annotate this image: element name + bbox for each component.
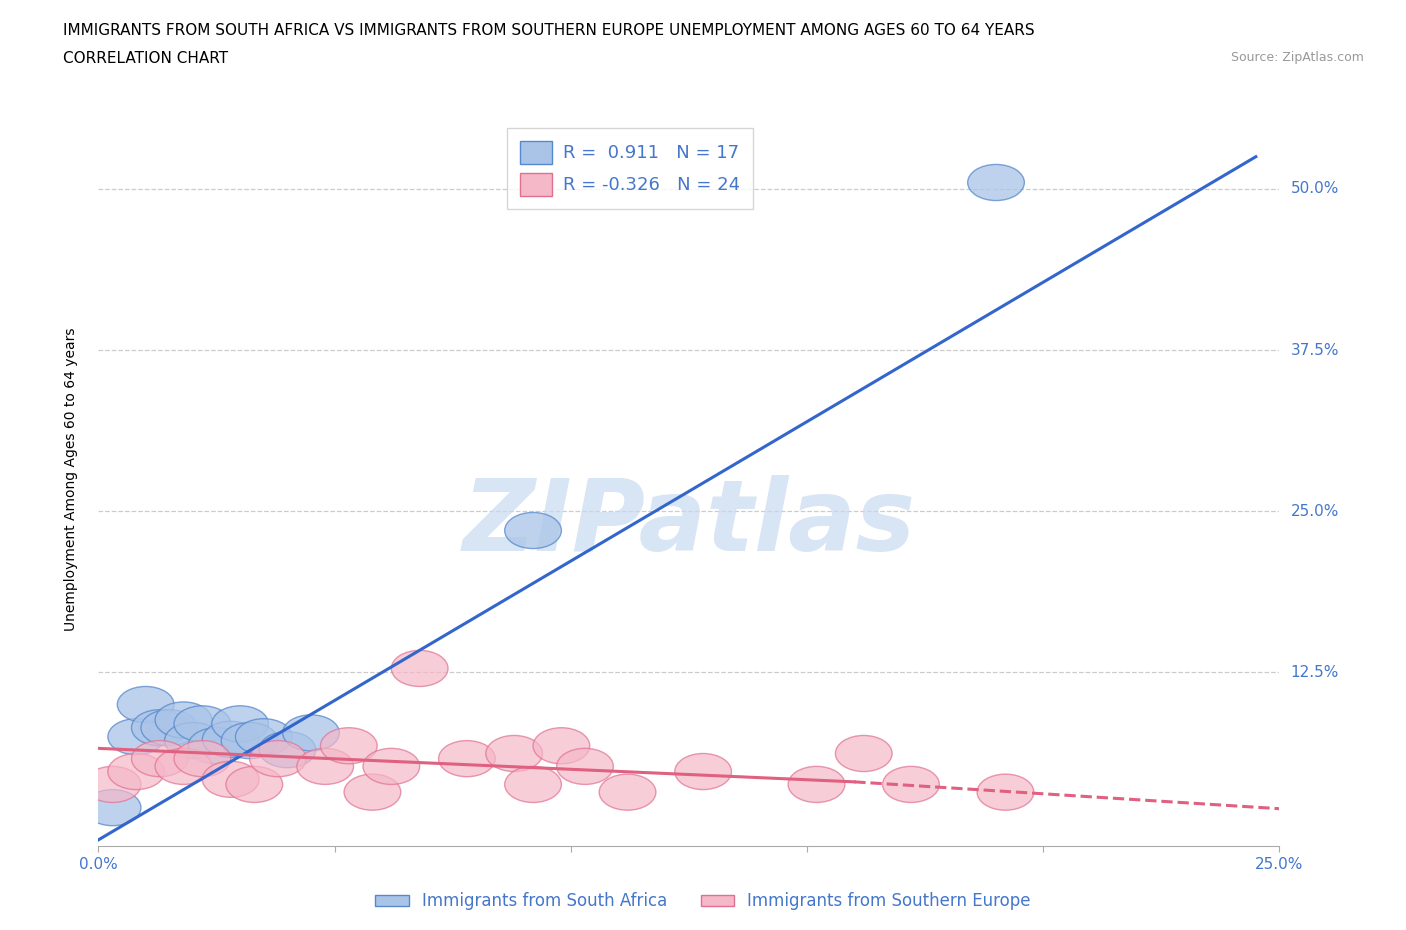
Text: 25.0%: 25.0% — [1291, 504, 1339, 519]
Ellipse shape — [599, 774, 655, 810]
Ellipse shape — [977, 774, 1033, 810]
Ellipse shape — [344, 774, 401, 810]
Ellipse shape — [226, 766, 283, 803]
Ellipse shape — [391, 650, 449, 686]
Ellipse shape — [132, 710, 188, 746]
Ellipse shape — [188, 727, 245, 764]
Text: ZIPatlas: ZIPatlas — [463, 474, 915, 572]
Ellipse shape — [235, 719, 292, 755]
Ellipse shape — [439, 740, 495, 777]
Ellipse shape — [883, 766, 939, 803]
Ellipse shape — [533, 727, 589, 764]
Text: 50.0%: 50.0% — [1291, 181, 1339, 196]
Ellipse shape — [259, 732, 316, 767]
Ellipse shape — [174, 706, 231, 742]
Legend: Immigrants from South Africa, Immigrants from Southern Europe: Immigrants from South Africa, Immigrants… — [368, 885, 1038, 917]
Ellipse shape — [486, 736, 543, 772]
Text: CORRELATION CHART: CORRELATION CHART — [63, 51, 228, 66]
Ellipse shape — [202, 762, 259, 797]
Ellipse shape — [212, 706, 269, 742]
Ellipse shape — [557, 749, 613, 784]
Ellipse shape — [174, 740, 231, 777]
Ellipse shape — [108, 719, 165, 755]
Ellipse shape — [297, 749, 353, 784]
Ellipse shape — [132, 740, 188, 777]
Ellipse shape — [675, 753, 731, 790]
Ellipse shape — [117, 686, 174, 723]
Ellipse shape — [967, 165, 1025, 201]
Ellipse shape — [505, 512, 561, 549]
Ellipse shape — [505, 766, 561, 803]
Ellipse shape — [283, 715, 339, 751]
Ellipse shape — [321, 727, 377, 764]
Ellipse shape — [141, 710, 198, 746]
Ellipse shape — [84, 766, 141, 803]
Ellipse shape — [250, 740, 307, 777]
Ellipse shape — [155, 702, 212, 738]
Ellipse shape — [363, 749, 419, 784]
Ellipse shape — [155, 749, 212, 784]
Ellipse shape — [84, 790, 141, 826]
Text: IMMIGRANTS FROM SOUTH AFRICA VS IMMIGRANTS FROM SOUTHERN EUROPE UNEMPLOYMENT AMO: IMMIGRANTS FROM SOUTH AFRICA VS IMMIGRAN… — [63, 23, 1035, 38]
Text: 37.5%: 37.5% — [1291, 342, 1339, 357]
Y-axis label: Unemployment Among Ages 60 to 64 years: Unemployment Among Ages 60 to 64 years — [63, 327, 77, 631]
Text: 12.5%: 12.5% — [1291, 665, 1339, 680]
Ellipse shape — [165, 723, 221, 759]
Text: Source: ZipAtlas.com: Source: ZipAtlas.com — [1230, 51, 1364, 64]
Ellipse shape — [108, 753, 165, 790]
Legend: R =  0.911   N = 17, R = -0.326   N = 24: R = 0.911 N = 17, R = -0.326 N = 24 — [508, 128, 752, 208]
Ellipse shape — [202, 722, 259, 757]
Ellipse shape — [789, 766, 845, 803]
Ellipse shape — [221, 723, 278, 759]
Ellipse shape — [835, 736, 891, 772]
